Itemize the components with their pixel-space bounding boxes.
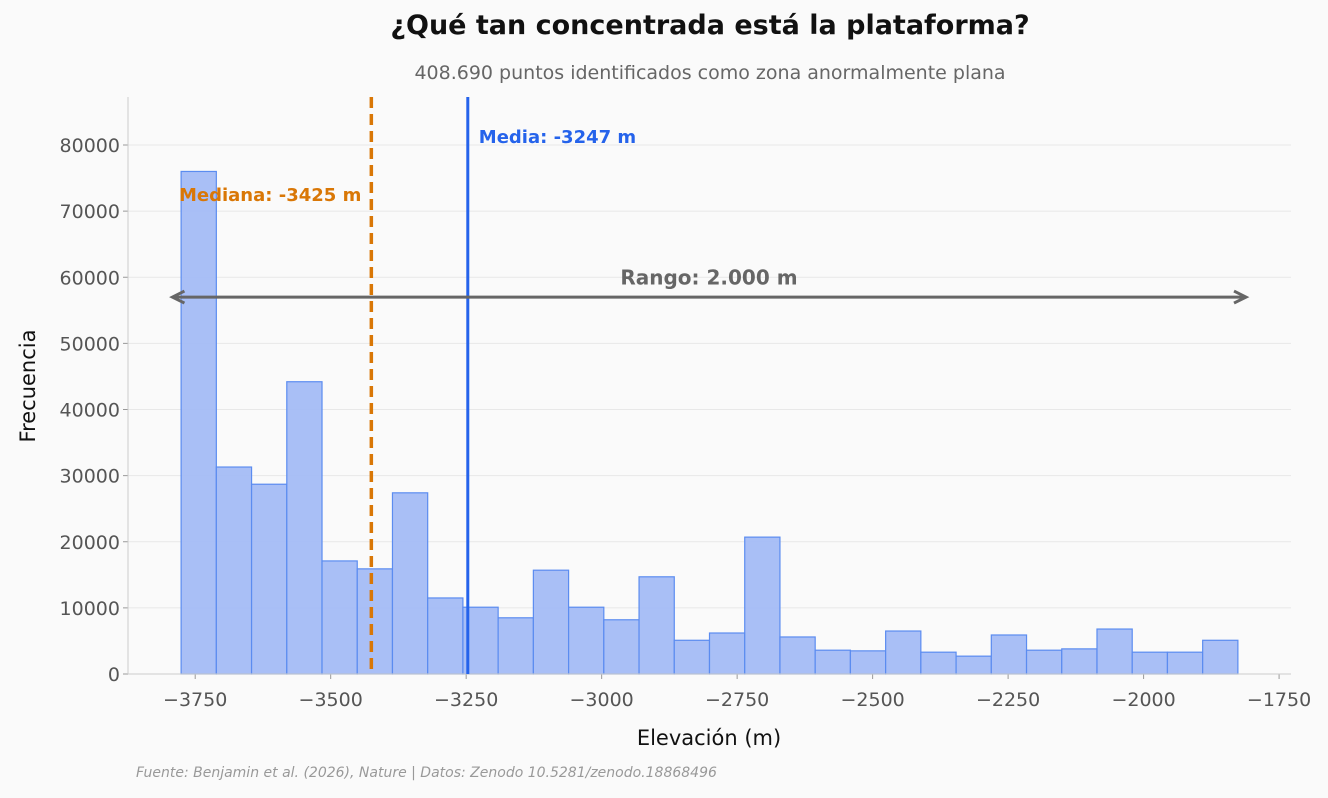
histogram-bar [321, 560, 358, 675]
histogram-bar [215, 466, 253, 675]
x-tick-label: −3500 [299, 689, 363, 711]
histogram-bar [673, 639, 711, 675]
x-tick-label: −3000 [570, 689, 634, 711]
histogram-bar [567, 606, 605, 675]
range-label: Rango: 2.000 m [620, 265, 797, 289]
x-tick-label: −1750 [1247, 689, 1311, 711]
x-tick-label: −2250 [976, 689, 1040, 711]
y-tick-label: 50000 [60, 333, 120, 355]
histogram-bar [990, 634, 1028, 675]
histogram-bar [1025, 649, 1063, 675]
histogram-bar [427, 597, 464, 675]
y-tick-label: 30000 [60, 466, 120, 488]
chart-title: ¿Qué tan concentrada está la plataforma? [390, 10, 1030, 41]
x-tick-label: −3750 [163, 689, 227, 711]
histogram-bar [1096, 628, 1133, 675]
histogram-bar [356, 568, 394, 675]
y-tick-label: 80000 [60, 135, 120, 157]
y-axis-label: Frecuencia [16, 330, 40, 443]
source-note: Fuente: Benjamin et al. (2026), Nature |… [136, 765, 717, 781]
histogram-bar [885, 630, 922, 675]
histogram-bar [603, 619, 640, 675]
x-axis-label: Elevación (m) [637, 726, 781, 750]
histogram-bar [814, 649, 852, 675]
histogram-bar [1061, 648, 1098, 675]
mean-label: Media: -3247 m [479, 127, 636, 148]
histogram-bar [920, 651, 957, 675]
y-tick-label: 40000 [60, 400, 120, 422]
histogram-bar [955, 655, 992, 675]
y-tick-label: 60000 [60, 267, 120, 289]
arrow-right-icon [1233, 289, 1250, 305]
histogram-bar [638, 576, 675, 675]
median-label: Mediana: -3425 m [179, 185, 361, 206]
histogram-bar [250, 483, 288, 675]
y-tick-label: 0 [108, 664, 120, 686]
histogram-bar [532, 569, 570, 675]
histogram-bar [849, 650, 887, 675]
histogram-bar [497, 617, 534, 675]
y-tick-label: 10000 [60, 598, 120, 620]
x-tick-label: −2000 [1111, 689, 1175, 711]
histogram-bar [1202, 639, 1239, 675]
x-tick-label: −2750 [705, 689, 769, 711]
y-tick-label: 20000 [60, 532, 120, 554]
arrow-left-icon [169, 289, 186, 305]
x-tick-label: −3250 [434, 689, 498, 711]
histogram-bar [180, 170, 217, 675]
histogram-bar [708, 632, 746, 675]
histogram-bar [1131, 651, 1169, 675]
chart-subtitle: 408.690 puntos identificados como zona a… [414, 62, 1006, 84]
histogram-bar [744, 536, 781, 675]
histogram-bar [1166, 651, 1204, 675]
histogram-bar [779, 636, 816, 675]
histogram-bar [286, 381, 323, 675]
y-tick-label: 70000 [60, 201, 120, 223]
histogram-bar [391, 492, 429, 675]
x-tick-label: −2500 [840, 689, 904, 711]
